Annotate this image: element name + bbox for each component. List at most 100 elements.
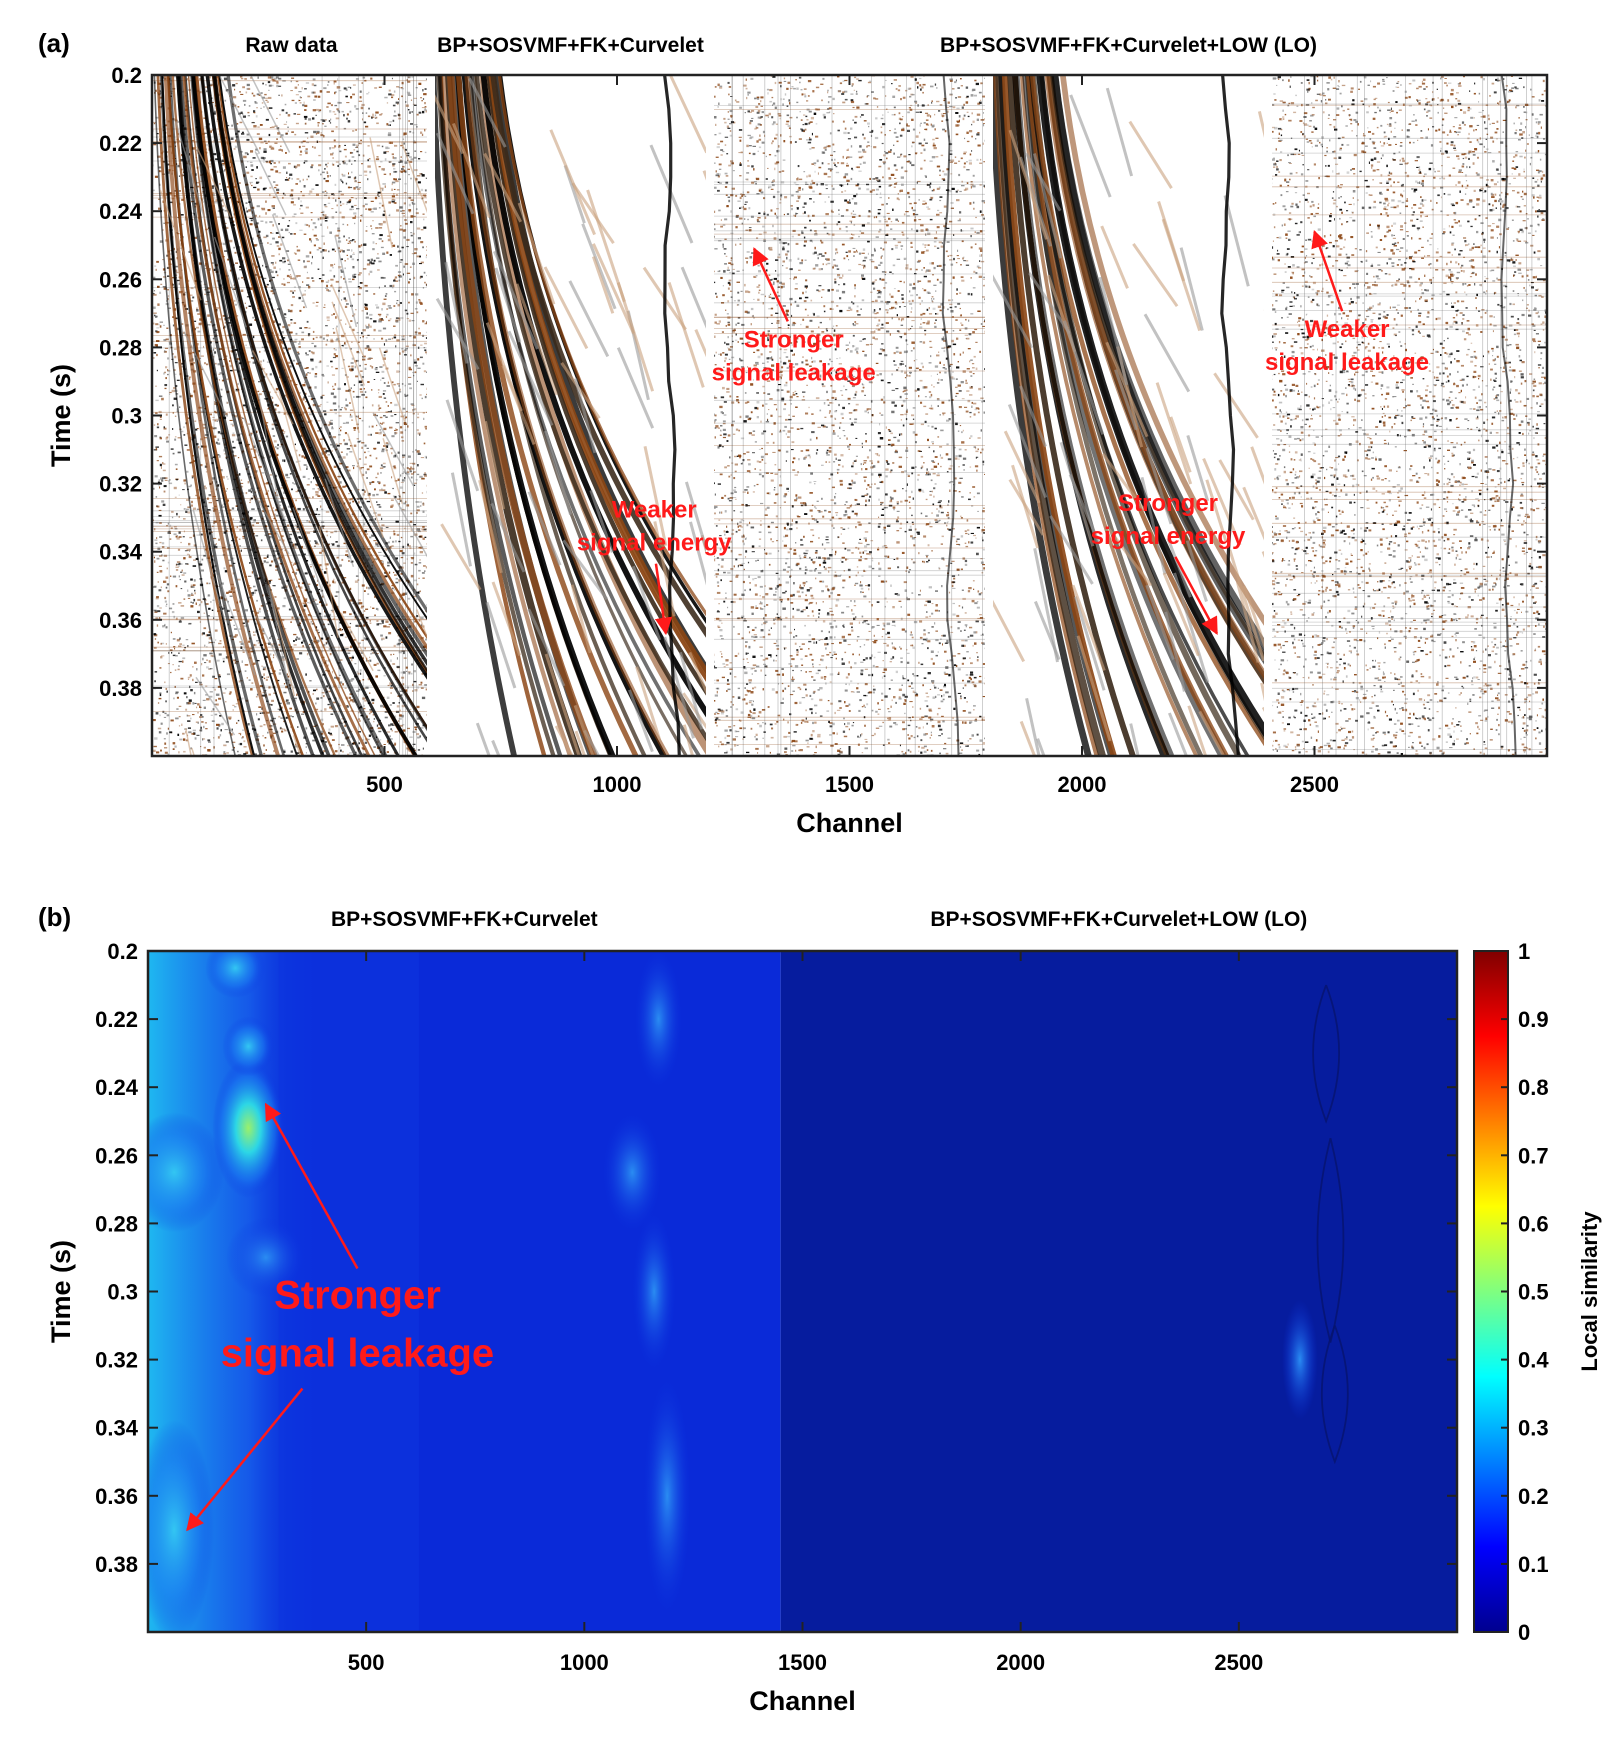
y-tick-label: 0.36 xyxy=(99,608,142,633)
annotation-line: Weaker xyxy=(1305,316,1390,343)
x-tick-label: 2500 xyxy=(1290,772,1339,797)
y-tick-label: 0.38 xyxy=(95,1552,138,1577)
panel-b-blob-5 xyxy=(148,1419,215,1632)
y-tick-label: 0.34 xyxy=(95,1416,139,1441)
panel-a-plot-area xyxy=(152,75,1547,756)
panel-a-y-axis: 0.2 0.22 0.24 0.26 0.28 0.3 0.32 0.34 0.36 0.38 xyxy=(99,63,1547,701)
panel-b-arrow-1 xyxy=(264,1102,359,1270)
panel-b-x-axis: 500 1000 1500 2000 2500 xyxy=(348,951,1263,1675)
panel-b-blob-3 xyxy=(222,1016,275,1077)
y-tick-label: 0.3 xyxy=(111,404,142,429)
x-tick-label: 2000 xyxy=(1058,772,1107,797)
annotation-line: Stronger xyxy=(1118,490,1218,517)
x-tick-label: 2500 xyxy=(1214,1650,1263,1675)
x-tick-label: 1500 xyxy=(825,772,874,797)
panel-a-section-3 xyxy=(710,75,989,756)
panel-b-annotation: Stronger signal leakage xyxy=(186,1102,494,1532)
colorbar-tick-label: 0.9 xyxy=(1518,1007,1549,1032)
panel-a-label: (a) xyxy=(38,28,70,58)
y-tick-label: 0.32 xyxy=(95,1348,138,1373)
panel-a-subtitle-raw: Raw data xyxy=(245,34,338,57)
annotation-line: signal leakage xyxy=(221,1332,494,1376)
panel-a-subtitle-curvelet: BP+SOSVMF+FK+Curvelet xyxy=(437,34,704,57)
colorbar-tick-label: 0.1 xyxy=(1518,1552,1549,1577)
panel-b-x-label: Channel xyxy=(749,1686,856,1716)
panel-a-gap xyxy=(427,75,435,756)
panel-b: (b) BP+SOSVMF+FK+Curvelet BP+SOSVMF+FK+C… xyxy=(38,902,1602,1716)
panel-b-arrow-2 xyxy=(186,1387,304,1532)
y-tick-label: 0.26 xyxy=(95,1143,138,1168)
panel-b-contour-3 xyxy=(1320,1325,1349,1465)
panel-b-blob-1 xyxy=(212,1058,285,1199)
panel-a-gap xyxy=(985,75,993,756)
colorbar-tick-label: 0.7 xyxy=(1518,1143,1549,1168)
panel-a-section-5 xyxy=(1268,75,1547,756)
annotation-line: signal energy xyxy=(1091,523,1246,550)
colorbar-tick-label: 0.8 xyxy=(1518,1075,1549,1100)
y-tick-label: 0.32 xyxy=(99,472,142,497)
panel-a-gap xyxy=(1264,75,1272,756)
panel-a-annotations: Stronger signal leakage Weaker signal energ… xyxy=(577,229,1429,636)
panel-b-blob-4 xyxy=(148,1112,225,1233)
x-tick-label: 500 xyxy=(366,772,403,797)
panel-b-subtitle-lo: BP+SOSVMF+FK+Curvelet+LOW (LO) xyxy=(930,908,1307,931)
x-tick-label: 1000 xyxy=(593,772,642,797)
panel-a-subtitle-lo: BP+SOSVMF+FK+Curvelet+LOW (LO) xyxy=(940,34,1317,57)
y-tick-label: 0.26 xyxy=(99,267,142,292)
panel-a-annotation-3: Weaker signal leakage xyxy=(1265,316,1429,376)
panel-b-plot-area xyxy=(148,951,1457,1632)
colorbar-tick-label: 0.3 xyxy=(1518,1416,1549,1441)
y-tick-label: 0.36 xyxy=(95,1484,138,1509)
panel-b-contour-1 xyxy=(1312,984,1340,1124)
panel-a-y-label: Time (s) xyxy=(46,364,76,467)
x-tick-label: 2000 xyxy=(996,1650,1045,1675)
colorbar-tick-label: 0.2 xyxy=(1518,1484,1549,1509)
panel-a-section-4 xyxy=(989,75,1268,756)
colorbar-tick-label: 1 xyxy=(1518,939,1530,964)
annotation-line: signal leakage xyxy=(1265,349,1429,376)
panel-a-annotation-1: Stronger signal leakage xyxy=(712,326,876,386)
panel-a: (a) Raw data BP+SOSVMF+FK+Curvelet BP+SO… xyxy=(38,28,1549,838)
panel-a-x-axis: 500 1000 1500 2000 2500 xyxy=(366,75,1339,797)
panel-a-arrow-3 xyxy=(1311,229,1344,312)
panel-a-x-label: Channel xyxy=(796,808,903,838)
y-tick-label: 0.28 xyxy=(99,335,142,360)
colorbar-tick-label: 0 xyxy=(1518,1620,1530,1645)
annotation-line: Stronger xyxy=(744,326,844,353)
annotation-line: signal energy xyxy=(577,530,732,557)
panel-b-similarity-map xyxy=(148,951,1457,1632)
panel-b-blob-11 xyxy=(1281,1299,1318,1420)
panel-b-band xyxy=(278,951,419,1632)
x-tick-label: 1500 xyxy=(778,1650,827,1675)
colorbar-tick-label: 0.4 xyxy=(1518,1348,1549,1373)
x-tick-label: 500 xyxy=(348,1650,385,1675)
panel-b-right-background xyxy=(780,951,1457,1632)
panel-a-annotation-2: Weaker signal energy xyxy=(577,497,732,557)
panel-b-blob-8 xyxy=(634,951,683,1090)
x-tick-label: 1000 xyxy=(560,1650,609,1675)
panel-b-blob-10 xyxy=(643,1375,692,1616)
colorbar-tick-label: 0.5 xyxy=(1518,1280,1549,1305)
colorbar-tick-label: 0.6 xyxy=(1518,1211,1549,1236)
panel-b-annotation-text: Stronger signal leakage xyxy=(221,1274,494,1376)
panel-b-subtitle-curvelet: BP+SOSVMF+FK+Curvelet xyxy=(331,908,598,931)
y-tick-label: 0.22 xyxy=(99,131,142,156)
y-tick-label: 0.2 xyxy=(107,939,138,964)
panel-a-gap xyxy=(706,75,714,756)
panel-b-contour-2 xyxy=(1316,1138,1345,1343)
y-tick-label: 0.2 xyxy=(111,63,142,88)
annotation-line: Stronger xyxy=(274,1274,441,1318)
panel-b-y-label: Time (s) xyxy=(46,1240,76,1343)
panel-a-section-2 xyxy=(431,75,710,756)
panel-a-arrow-2 xyxy=(654,563,673,636)
y-tick-label: 0.22 xyxy=(95,1007,138,1032)
panel-a-annotation-4: Stronger signal energy xyxy=(1091,490,1246,550)
annotation-line: Weaker xyxy=(612,497,697,524)
annotation-line: signal leakage xyxy=(712,359,876,386)
y-tick-label: 0.3 xyxy=(107,1280,138,1305)
colorbar: 0 0.1 0.2 0.3 0.4 0.5 0.6 0.7 0.8 0.9 1 xyxy=(1473,939,1549,1645)
panel-b-blob-9 xyxy=(632,1211,677,1372)
y-tick-label: 0.28 xyxy=(95,1211,138,1236)
panel-b-blob-2 xyxy=(205,951,266,999)
